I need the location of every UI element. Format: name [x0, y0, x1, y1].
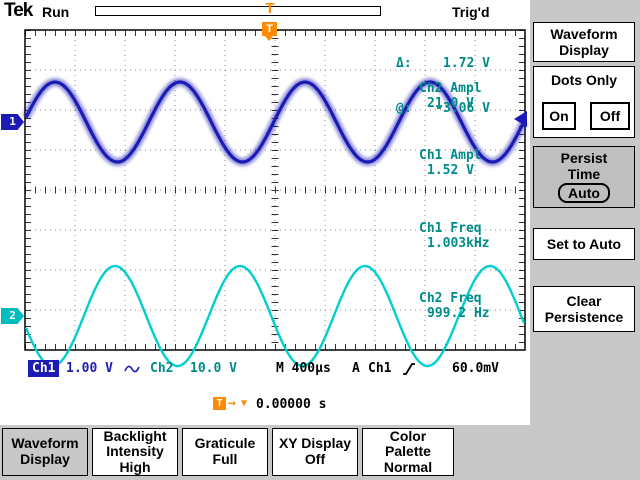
- tek-logo: Tek: [4, 0, 33, 21]
- scope-display: Tek Run T T Trig'd: [0, 0, 530, 414]
- dots-only-on-button[interactable]: On: [542, 102, 576, 130]
- trigger-level-readout: 60.0mV: [452, 361, 499, 376]
- bottom-menu-backlight-intensity[interactable]: Backlight Intensity High: [92, 428, 178, 476]
- dots-only-label: Dots Only: [550, 72, 618, 88]
- side-menu-clear-persistence-button[interactable]: Clear Persistence: [533, 286, 635, 332]
- trigger-slope-rising-icon: [402, 362, 416, 380]
- side-menu-title: Waveform Display: [533, 22, 635, 62]
- bottom-menu-bar: Waveform Display Backlight Intensity Hig…: [0, 425, 640, 480]
- trigger-time-triangle-icon: ▼: [241, 398, 248, 409]
- side-menu-panel: Waveform Display Dots Only On Off Persis…: [530, 0, 640, 425]
- acquisition-status: Run: [42, 4, 70, 20]
- trigger-flag-triangle-icon: [265, 36, 273, 41]
- trigger-status: Trig'd: [452, 4, 490, 20]
- cursor-delta: Δ: 1.72 V: [396, 56, 490, 71]
- ch1-ground-marker: 1: [1, 114, 24, 130]
- side-menu-dots-only-group: Dots Only On Off: [533, 66, 635, 138]
- side-menu-set-to-auto-button[interactable]: Set to Auto: [533, 228, 635, 260]
- status-bar: Ch1 1.00 V Ch2 10.0 V M 400µs A Ch1 60.0…: [0, 360, 530, 378]
- side-menu-persist-time-button[interactable]: Persist Time Auto: [533, 146, 635, 208]
- bottom-menu-waveform-display[interactable]: Waveform Display: [2, 428, 88, 476]
- measurement-ch1-ampl: Ch1 Ampl 1.52 V: [419, 148, 482, 178]
- trigger-position-flag: T: [262, 22, 277, 41]
- trigger-time-arrow-icon: →: [228, 396, 236, 411]
- measurement-ch2-freq: Ch2 Freq 999.2 Hz: [419, 291, 490, 321]
- record-view-bar: [95, 6, 381, 16]
- ch1-scale: 1.00 V: [66, 361, 113, 376]
- trigger-time-row: T → ▼ 0.00000 s: [0, 396, 530, 414]
- ch1-label-badge: Ch1: [28, 360, 60, 377]
- measurement-ch2-ampl: Ch2 Ampl 21.0 V: [419, 81, 482, 111]
- bottom-menu-graticule[interactable]: Graticule Full: [182, 428, 268, 476]
- persist-time-label: Persist Time: [560, 150, 608, 183]
- bottom-menu-xy-display[interactable]: XY Display Off: [272, 428, 358, 476]
- bottom-menu-color-palette[interactable]: Color Palette Normal: [362, 428, 454, 476]
- dots-only-off-button[interactable]: Off: [590, 102, 630, 130]
- trigger-time-value: 0.00000 s: [256, 397, 327, 412]
- trigger-position-bar-marker: T: [265, 0, 275, 17]
- ch2-scale: 10.0 V: [190, 361, 237, 376]
- timebase-readout: M 400µs: [276, 361, 331, 376]
- trigger-source: Ch1: [368, 361, 392, 376]
- measurement-ch1-freq: Ch1 Freq 1.003kHz: [419, 221, 490, 251]
- ch2-ground-marker: 2: [1, 308, 24, 324]
- ch1-coupling-ac-icon: [124, 363, 140, 379]
- trigger-mode: A: [352, 361, 360, 376]
- trigger-time-t-icon: T: [213, 397, 226, 410]
- persist-time-value: Auto: [558, 183, 610, 204]
- ch2-label: Ch2: [150, 361, 174, 376]
- trigger-flag-label: T: [266, 23, 273, 35]
